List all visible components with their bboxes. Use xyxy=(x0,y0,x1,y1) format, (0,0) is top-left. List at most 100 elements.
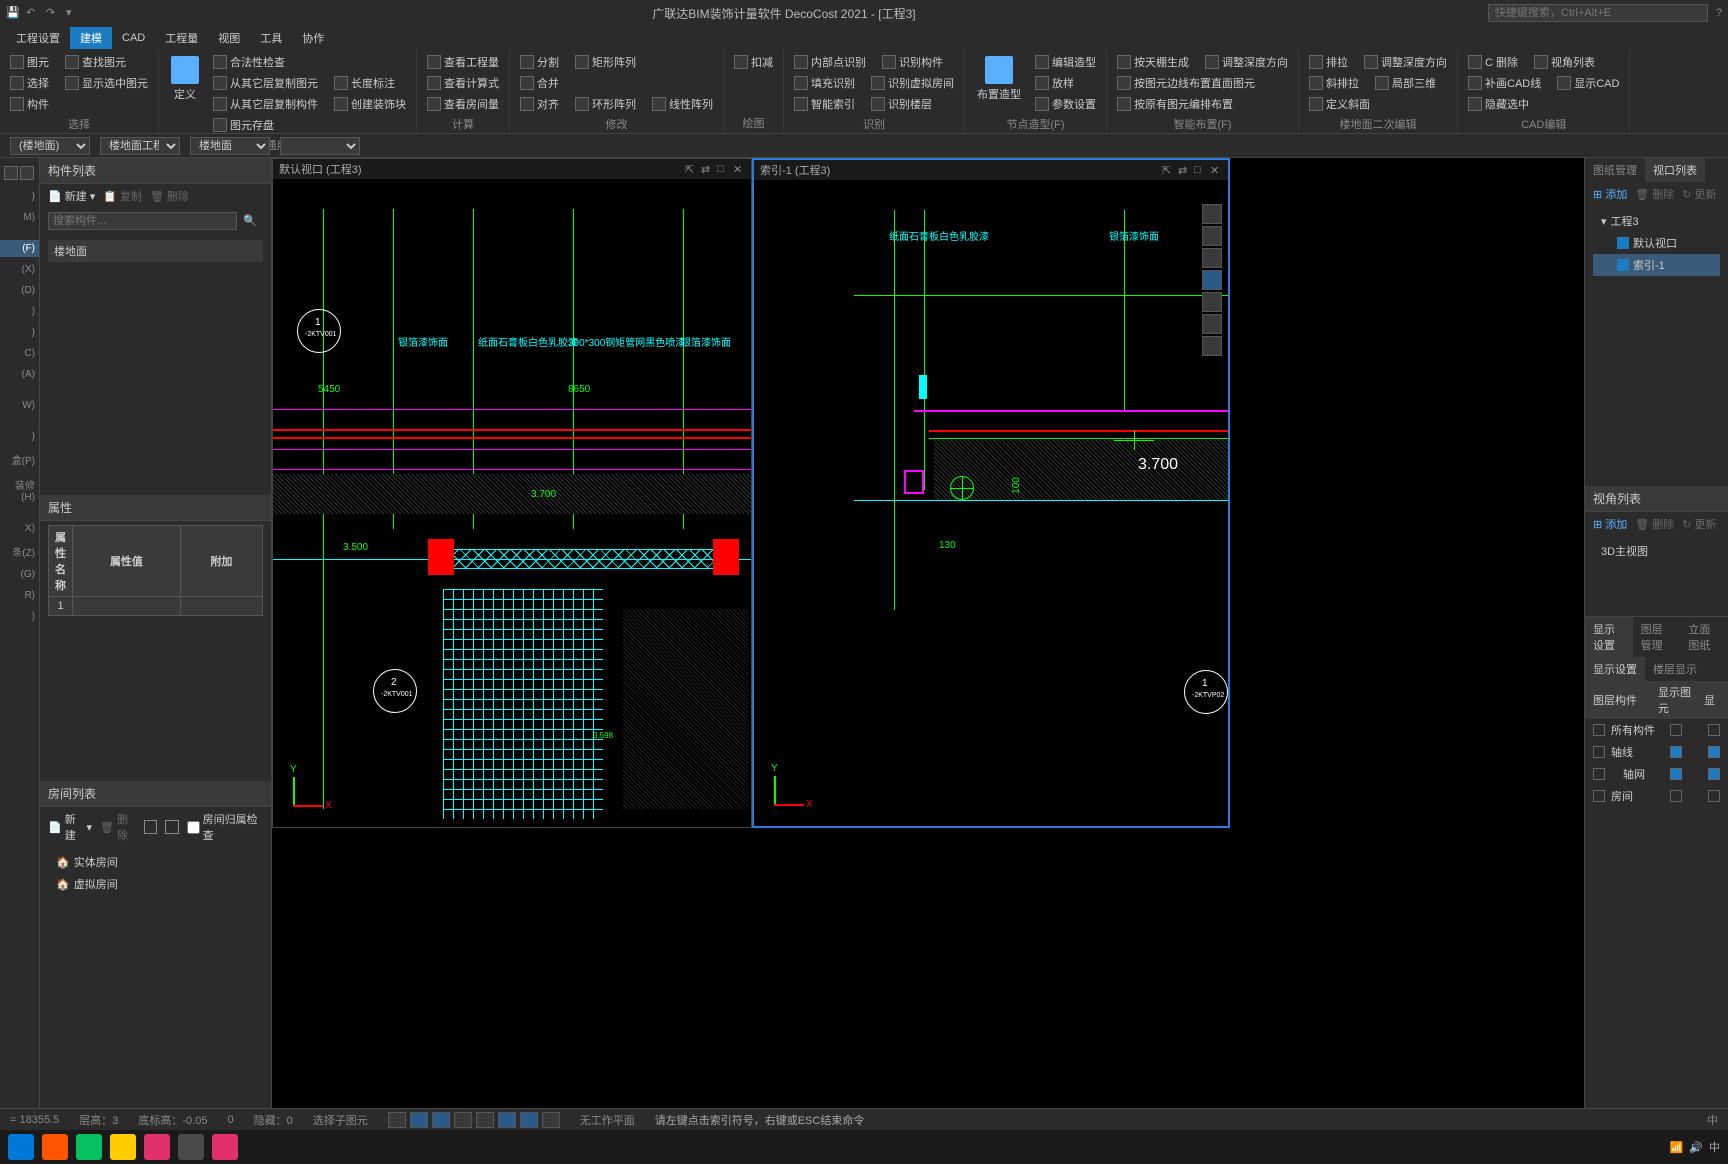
leftnav-item-9[interactable]: (A) xyxy=(0,366,39,383)
ribbon-btn[interactable]: 从其它层复制图元 xyxy=(209,73,322,93)
taskbar-icon-3[interactable] xyxy=(110,1134,136,1160)
tab-viewport-list[interactable]: 视口列表 xyxy=(1645,158,1705,182)
menu-6[interactable]: 协作 xyxy=(292,27,334,49)
taskbar-icon-6[interactable] xyxy=(212,1134,238,1160)
leftnav-item-7[interactable]: ) xyxy=(0,324,39,341)
leftnav-item-0[interactable]: ) xyxy=(0,188,39,205)
system-tray[interactable]: 📶🔊中 xyxy=(1670,1139,1720,1155)
vtb-6[interactable] xyxy=(1202,314,1222,334)
shortcut-search[interactable] xyxy=(1488,4,1708,22)
vp-pin-icon[interactable]: ⇱ xyxy=(1162,164,1174,176)
leftnav-item-15[interactable]: 装修(H) xyxy=(0,474,39,506)
component-search-input[interactable] xyxy=(48,212,237,230)
delete-room-button[interactable]: 🗑 删除 xyxy=(100,811,136,843)
taskbar-icon-4[interactable] xyxy=(144,1134,170,1160)
more-icon[interactable]: ▾ xyxy=(66,6,80,20)
ribbon-btn[interactable]: 排拉 xyxy=(1305,52,1352,72)
sbt-6[interactable] xyxy=(498,1112,516,1128)
ribbon-btn[interactable]: 按原有图元编排布置 xyxy=(1113,94,1237,114)
vtb-1[interactable] xyxy=(1202,204,1222,224)
viewport-default[interactable]: 默认视口 (工程3) ⇱ ⇄ □ ✕ xyxy=(272,158,752,828)
add-view-button[interactable]: ⊞ 添加 xyxy=(1593,516,1627,532)
leftnav-item-20[interactable]: R) xyxy=(0,587,39,604)
ribbon-btn[interactable]: 按图元边线布置直面图元 xyxy=(1113,73,1259,93)
del-view-button[interactable]: 🗑 删除 xyxy=(1635,516,1674,532)
vtb-4[interactable] xyxy=(1202,270,1222,290)
vp-sync-icon[interactable]: ⇄ xyxy=(1178,164,1190,176)
selector-0[interactable]: (楼地面) xyxy=(10,137,90,155)
ribbon-btn[interactable]: 合法性检查 xyxy=(209,52,289,72)
display-row[interactable]: 轴线 xyxy=(1585,741,1728,763)
leftnav-item-3[interactable]: (F) xyxy=(0,240,39,257)
tree-view-icon[interactable] xyxy=(20,166,34,180)
leftnav-item-1[interactable]: M) xyxy=(0,209,39,226)
ribbon-btn[interactable]: 从其它层复制构件 xyxy=(209,94,322,114)
selector-2[interactable]: 楼地面 xyxy=(190,137,270,155)
ribbon-btn[interactable]: 对齐 xyxy=(516,94,563,114)
vp-max-icon[interactable]: □ xyxy=(1194,164,1206,176)
ribbon-btn[interactable]: 线性阵列 xyxy=(648,94,717,114)
ribbon-btn[interactable]: 图元存盘 xyxy=(209,115,278,135)
subtab-floor[interactable]: 楼层显示 xyxy=(1645,657,1705,681)
ribbon-btn[interactable]: 局部三维 xyxy=(1371,73,1440,93)
display-row[interactable]: 房间 xyxy=(1585,785,1728,807)
room-item-virtual[interactable]: 🏠 虚拟房间 xyxy=(48,873,263,895)
ribbon-btn[interactable]: 调整深度方向 xyxy=(1360,52,1451,72)
vtb-3[interactable] xyxy=(1202,248,1222,268)
ribbon-btn[interactable]: 合并 xyxy=(516,73,563,93)
ribbon-btn[interactable]: 视角列表 xyxy=(1530,52,1599,72)
component-item[interactable]: 楼地面 xyxy=(48,240,263,262)
leftnav-item-16[interactable] xyxy=(0,510,39,516)
delete-component-button[interactable]: 🗑 删除 xyxy=(150,188,189,204)
vp-close-icon[interactable]: ✕ xyxy=(1210,164,1222,176)
taskbar-icon-5[interactable] xyxy=(178,1134,204,1160)
ribbon-btn[interactable]: 扣减 xyxy=(730,52,777,72)
vtb-2[interactable] xyxy=(1202,226,1222,246)
sbt-4[interactable] xyxy=(454,1112,472,1128)
vp-pin-icon[interactable]: ⇱ xyxy=(685,163,697,175)
ribbon-btn[interactable]: C 删除 xyxy=(1464,52,1522,72)
ribbon-btn[interactable]: 查看房间量 xyxy=(423,94,503,114)
sbt-5[interactable] xyxy=(476,1112,494,1128)
display-row[interactable]: 轴网 xyxy=(1585,763,1728,785)
ribbon-btn[interactable]: 补画CAD线 xyxy=(1464,73,1545,93)
refresh-viewport-button[interactable]: ↻ 更新 xyxy=(1682,186,1716,202)
vp-close-icon[interactable]: ✕ xyxy=(733,163,745,175)
view-3d[interactable]: 3D主视图 xyxy=(1593,540,1720,562)
sbt-3[interactable] xyxy=(432,1112,450,1128)
ribbon-btn[interactable]: 查看工程量 xyxy=(423,52,503,72)
save-icon[interactable]: 💾 xyxy=(6,6,20,20)
leftnav-item-19[interactable]: (G) xyxy=(0,566,39,583)
vtb-5[interactable] xyxy=(1202,292,1222,312)
undo-icon[interactable]: ↶ xyxy=(26,6,40,20)
leftnav-item-6[interactable]: ) xyxy=(0,303,39,320)
sbt-2[interactable] xyxy=(410,1112,428,1128)
leftnav-item-18[interactable]: 条(Z) xyxy=(0,541,39,562)
viewport-canvas-1[interactable]: 1 -2KTV001 2 -2KTV001 银箔漆饰面 纸面石膏板白色乳胶漆 3… xyxy=(273,179,751,827)
leftnav-item-10[interactable] xyxy=(0,387,39,393)
menu-4[interactable]: 视图 xyxy=(208,27,250,49)
ribbon-btn[interactable]: 矩形阵列 xyxy=(571,52,640,72)
ribbon-btn[interactable]: 隐藏选中 xyxy=(1464,94,1533,114)
ribbon-btn[interactable]: 参数设置 xyxy=(1031,94,1100,114)
ribbon-btn[interactable]: 斜排拉 xyxy=(1305,73,1363,93)
subtab-display[interactable]: 显示设置 xyxy=(1585,657,1645,681)
tree-root[interactable]: ▾ 工程3 xyxy=(1593,210,1720,232)
ribbon-btn[interactable]: 按天棚生成 xyxy=(1113,52,1193,72)
viewport-canvas-2[interactable]: 纸面石膏板白色乳胶漆 银箔漆饰面 3.700 130 100 1 -2KTVP0… xyxy=(754,180,1228,826)
viewport-index[interactable]: 索引-1 (工程3) ⇱ ⇄ □ ✕ xyxy=(752,158,1230,828)
ribbon-btn[interactable]: 编辑造型 xyxy=(1031,52,1100,72)
ribbon-btn[interactable]: 查找图元 xyxy=(61,52,130,72)
list-view-icon[interactable] xyxy=(4,166,18,180)
copy-component-button[interactable]: 📋 复制 xyxy=(103,188,142,204)
room-icon1[interactable] xyxy=(144,820,157,834)
leftnav-item-2[interactable] xyxy=(0,230,39,236)
tab-drawing-mgr[interactable]: 图纸管理 xyxy=(1585,158,1645,182)
ribbon-btn[interactable]: 放样 xyxy=(1031,73,1078,93)
leftnav-item-13[interactable]: ) xyxy=(0,428,39,445)
new-room-button[interactable]: 📄 新建 ▾ xyxy=(48,811,92,843)
ribbon-btn[interactable]: 识别虚拟房间 xyxy=(867,73,958,93)
selector-3[interactable] xyxy=(280,137,360,155)
ribbon-btn[interactable]: 分割 xyxy=(516,52,563,72)
taskbar-icon-0[interactable] xyxy=(8,1134,34,1160)
